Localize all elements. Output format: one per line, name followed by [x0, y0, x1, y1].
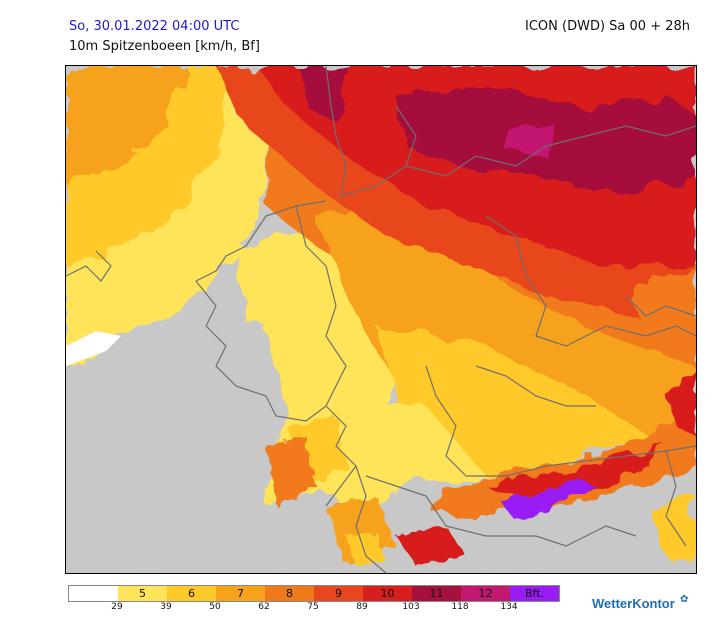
color-legend: 5 6 7 8 9 10 11 12 Bft.	[68, 585, 560, 602]
legend-tick-label: 62	[258, 602, 270, 612]
map-date-time: So, 30.01.2022 04:00 UTC	[69, 19, 240, 34]
legend-segment: 9	[314, 586, 363, 601]
country-borders	[66, 66, 696, 573]
legend-tick-label: 118	[451, 602, 469, 612]
legend-tick-label: 50	[209, 602, 221, 612]
legend-segment: Bft.	[510, 586, 559, 601]
legend-tick-label: 39	[160, 602, 172, 612]
legend-segment: 11	[412, 586, 461, 601]
wind-gust-map	[65, 65, 697, 574]
legend-tick-label: 29	[111, 602, 123, 612]
legend-tick-label: 75	[307, 602, 319, 612]
legend-segment: 5	[118, 586, 167, 601]
legend-segment: 10	[363, 586, 412, 601]
legend-segment: 8	[265, 586, 314, 601]
legend-segment: 6	[167, 586, 216, 601]
legend-segment: 7	[216, 586, 265, 601]
legend-tick-label: 103	[402, 602, 420, 612]
legend-segment	[69, 586, 118, 601]
model-run-label: ICON (DWD) Sa 00 + 28h	[525, 19, 690, 34]
legend-segment: 12	[461, 586, 510, 601]
wetterkontor-logo: WetterKontor	[592, 596, 675, 611]
map-variable-title: 10m Spitzenboeen [km/h, Bf]	[69, 39, 260, 54]
legend-tick-label: 134	[500, 602, 518, 612]
sea-area	[66, 331, 121, 366]
swirl-icon: ✿	[680, 594, 689, 605]
legend-tick-label: 89	[356, 602, 368, 612]
